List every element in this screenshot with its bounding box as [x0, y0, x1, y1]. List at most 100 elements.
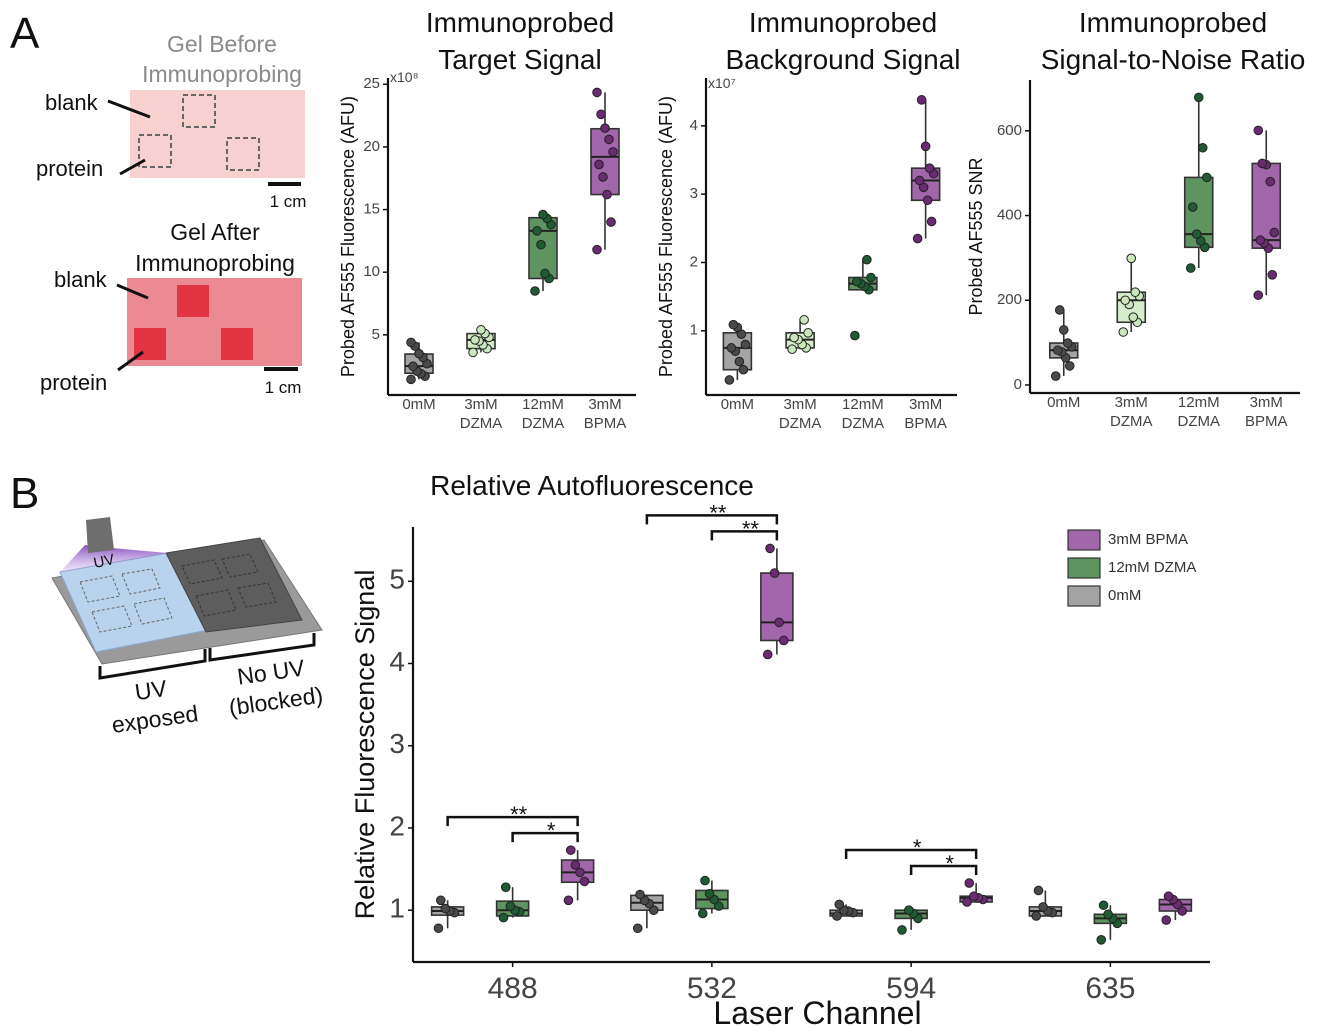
- point: [537, 240, 546, 249]
- point: [1188, 203, 1197, 212]
- point: [800, 316, 809, 325]
- label: blank: [45, 90, 99, 115]
- spot: [221, 328, 253, 360]
- point: [580, 877, 589, 886]
- point: [1256, 236, 1265, 245]
- legend-label: 12mM DZMA: [1108, 559, 1196, 576]
- x-tick-label: 594: [886, 972, 936, 1005]
- point: [804, 329, 813, 338]
- point: [409, 362, 418, 371]
- point: [407, 375, 416, 384]
- x-tick-label: 488: [488, 972, 538, 1005]
- point: [441, 904, 450, 913]
- y-axis-label: Relative Fluorescence Signal: [350, 570, 380, 920]
- point: [1099, 901, 1108, 910]
- point: [609, 148, 618, 157]
- point: [741, 340, 750, 349]
- point: [541, 269, 550, 278]
- chart-title: Target Signal: [438, 44, 601, 75]
- y-tick-label: 600: [997, 122, 1022, 139]
- significance-bracket: [846, 850, 976, 859]
- chart-title: Immunoprobed: [426, 7, 614, 38]
- point: [1097, 935, 1106, 944]
- point: [863, 255, 872, 264]
- y-tick-label: 5: [372, 326, 380, 343]
- x-tick-label: DZMA: [460, 415, 503, 432]
- point: [595, 160, 604, 169]
- point: [925, 164, 934, 173]
- point: [1129, 313, 1138, 322]
- y-tick-label: 3: [389, 728, 405, 759]
- x-tick-label: DZMA: [842, 415, 885, 432]
- x-tick-label: 532: [687, 972, 737, 1005]
- point: [927, 217, 936, 226]
- point: [775, 618, 784, 627]
- x-tick-label: DZMA: [522, 415, 565, 432]
- y-tick-label: 0: [1014, 376, 1022, 393]
- y-axis-label: Probed AF555 SNR: [966, 157, 986, 315]
- gel-after: Gel After Immunoprobing blank protein 1 …: [40, 219, 302, 397]
- legend-swatch: [1068, 586, 1100, 606]
- point: [1254, 126, 1263, 135]
- chart-title: Signal-to-Noise Ratio: [1041, 44, 1306, 75]
- point: [1270, 228, 1279, 237]
- x-tick-label: BPMA: [904, 415, 947, 432]
- point: [1268, 271, 1277, 280]
- point: [1063, 339, 1072, 348]
- y-tick-label: 15: [363, 201, 380, 218]
- point: [603, 190, 612, 199]
- x-tick-label: 3mM: [1115, 394, 1148, 411]
- point: [605, 135, 614, 144]
- y-tick-label: 4: [389, 646, 405, 677]
- significance-label: *: [945, 851, 954, 876]
- point: [501, 883, 510, 892]
- point: [566, 846, 575, 855]
- chart-title: Background Signal: [725, 44, 960, 75]
- y-tick-label: 2: [389, 810, 405, 841]
- point: [915, 176, 924, 185]
- point: [1202, 173, 1211, 182]
- figure: A B Gel Before Immunoprobing blank prote…: [0, 0, 1322, 1027]
- x-tick-label: 635: [1085, 972, 1135, 1005]
- point: [499, 913, 508, 922]
- point: [607, 218, 616, 227]
- point: [436, 896, 445, 905]
- point: [1065, 362, 1074, 371]
- point: [597, 110, 606, 119]
- point: [917, 96, 926, 105]
- region-label: UV: [133, 675, 169, 705]
- box: [761, 573, 793, 640]
- x-tick-label: 12mM: [842, 396, 884, 413]
- y-tick-label: 1: [389, 893, 405, 924]
- y-tick-label: 200: [997, 291, 1022, 308]
- chart-title: Immunoprobed: [749, 7, 937, 38]
- y-tick-label: 10: [363, 263, 380, 280]
- y-tick-label: 4: [690, 117, 698, 134]
- point: [1131, 288, 1140, 297]
- point: [770, 569, 779, 578]
- label: protein: [40, 370, 107, 395]
- point: [698, 909, 707, 918]
- point: [867, 273, 876, 282]
- significance-bracket: [911, 866, 976, 875]
- x-tick-label: 3mM: [783, 396, 816, 413]
- point: [601, 124, 610, 133]
- significance-label: *: [913, 835, 922, 860]
- x-tick-label: DZMA: [779, 415, 822, 432]
- point: [531, 287, 540, 296]
- point: [469, 348, 478, 357]
- device: UV UV exposed No UV (blocked): [52, 517, 325, 738]
- point: [471, 336, 480, 345]
- point: [564, 896, 573, 905]
- y-tick-label: 1: [690, 322, 698, 339]
- y-tick-label: 5: [389, 564, 405, 595]
- point: [727, 344, 736, 353]
- point: [851, 331, 860, 340]
- gel-title: Gel After: [170, 219, 260, 245]
- spot: [177, 285, 209, 317]
- chart-title: Immunoprobed: [1079, 7, 1267, 38]
- point: [571, 861, 580, 870]
- panel-label: B: [10, 469, 39, 518]
- point: [1104, 910, 1113, 919]
- x-tick-label: 3mM: [588, 396, 621, 413]
